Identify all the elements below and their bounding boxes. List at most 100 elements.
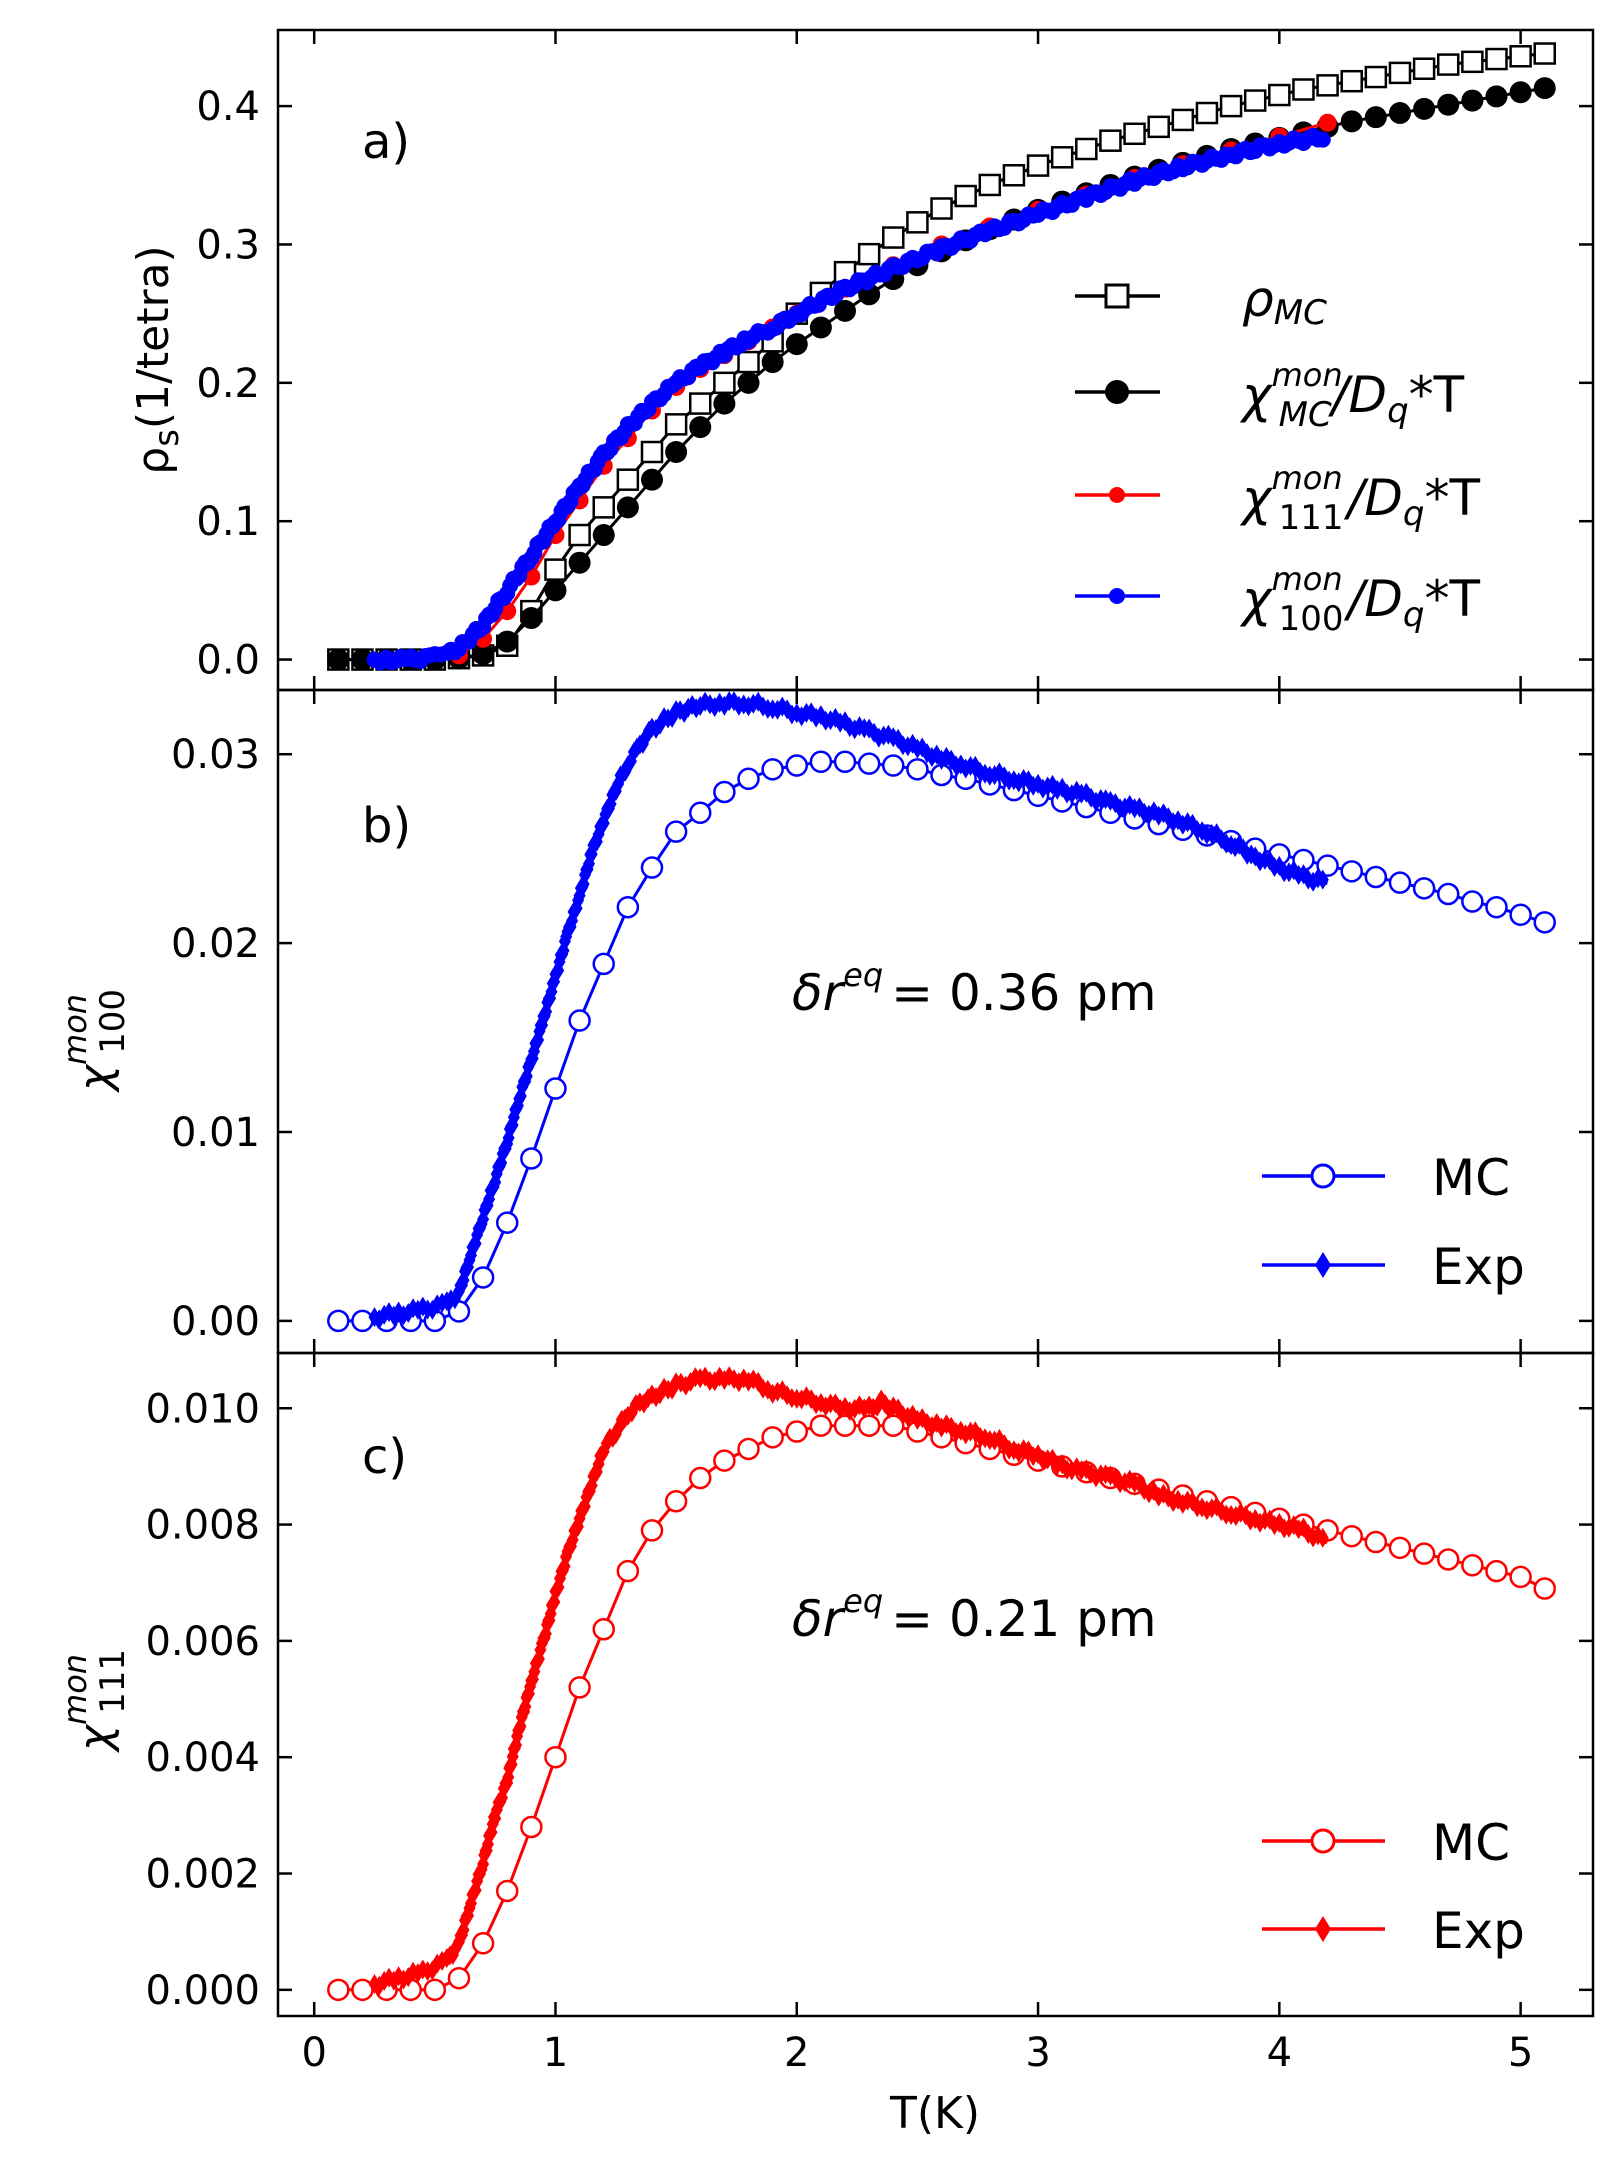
data-point	[737, 350, 760, 374]
data-point	[520, 1815, 543, 1839]
panel-a: 0.0 0.1 0.2 0.3 0.4 a) ρs(1/tetra) ρMC χmon M…	[128, 28, 1595, 692]
data-point	[544, 558, 567, 581]
y-tick-label: 0.0	[196, 638, 260, 684]
data-point	[713, 1449, 736, 1472]
a-series-chi-100-over-dq-t	[366, 127, 1331, 671]
data-point	[544, 579, 567, 602]
data-point	[1364, 106, 1387, 129]
data-point	[1412, 57, 1436, 80]
data-point	[1509, 45, 1532, 68]
data-point	[857, 1414, 881, 1437]
data-point	[1388, 102, 1411, 125]
panel-a-label: a)	[362, 114, 410, 170]
data-point	[882, 754, 905, 777]
data-point	[1388, 1536, 1412, 1560]
panel-c-frame	[276, 1351, 1595, 2018]
panel-a-legend: ρMC χmon MC/Dq*T χmon 111/Dq*T χmon 100/Dq*…	[1075, 270, 1480, 639]
data-point	[1533, 77, 1556, 100]
legend-label-exp: Exp	[1432, 1238, 1525, 1296]
data-point	[1436, 53, 1460, 76]
x-tick-label: 1	[543, 2030, 568, 2076]
y-tick-label: 0.03	[171, 732, 260, 778]
data-point	[1318, 113, 1337, 132]
y-tick-label: 0.008	[145, 1503, 260, 1549]
data-point	[544, 1745, 567, 1769]
legend-label-mc: MC	[1432, 1814, 1510, 1872]
panel-c-legend: MC Exp	[1262, 1814, 1525, 1960]
data-point	[1314, 131, 1331, 148]
data-point	[1436, 1548, 1460, 1571]
data-point	[496, 630, 519, 653]
legend-marker-red-circle	[1109, 487, 1125, 503]
data-point	[737, 371, 760, 394]
legend-entry-chi-111: χmon 111/Dq*T	[1075, 459, 1480, 538]
data-point	[833, 1414, 857, 1437]
data-point	[761, 351, 784, 374]
data-point	[1485, 1559, 1508, 1583]
legend-marker-blue-circle	[1109, 588, 1125, 604]
data-point	[1509, 81, 1532, 104]
panel-c-y-label: χmon111	[56, 1649, 133, 1753]
data-point	[640, 440, 664, 464]
data-point	[447, 1966, 471, 1990]
data-point	[1316, 1527, 1329, 1548]
data-point	[616, 496, 639, 519]
panel-b: 0.00 0.01 0.02 0.03 b) χmon100 δreq = 0.36 p…	[56, 688, 1595, 1355]
panel-b-y-label: χmon100	[56, 989, 133, 1093]
data-point	[688, 801, 712, 825]
data-point	[1316, 74, 1339, 97]
data-point	[1316, 869, 1329, 890]
data-point	[761, 1426, 784, 1449]
data-point	[906, 211, 929, 234]
y-tick-label: 0.002	[145, 1852, 260, 1898]
data-point	[713, 371, 736, 395]
data-point	[1219, 94, 1243, 118]
data-point	[664, 820, 688, 843]
y-tick-label: 0.2	[196, 361, 260, 407]
data-point	[1195, 101, 1219, 125]
y-tick-label: 0.00	[171, 1299, 260, 1345]
data-point	[1364, 65, 1388, 89]
data-point	[1002, 164, 1026, 187]
data-point	[1388, 871, 1412, 894]
data-point	[1388, 61, 1412, 85]
data-point	[495, 1879, 519, 1903]
legend-marker-open-square	[1104, 283, 1130, 309]
data-point	[1437, 93, 1460, 116]
data-point	[327, 1978, 350, 2002]
y-tick-label: 0.01	[171, 1110, 260, 1156]
data-point	[495, 1211, 519, 1234]
data-point	[1340, 110, 1363, 133]
legend-label-rho-mc: ρMC	[1242, 270, 1327, 333]
x-tick-label: 2	[784, 2030, 809, 2076]
data-point	[1436, 882, 1460, 906]
x-tick-label: 0	[301, 2030, 326, 2076]
data-point	[520, 607, 543, 630]
data-point	[568, 523, 591, 547]
legend-entry-mc: MC	[1262, 1814, 1510, 1872]
panel-c-label: c)	[362, 1429, 407, 1485]
data-point	[1412, 1542, 1436, 1565]
data-point	[616, 1559, 640, 1583]
data-point	[1485, 85, 1508, 108]
legend-marker-filled-circle	[1105, 380, 1129, 404]
data-point	[688, 1466, 712, 1490]
data-point	[351, 648, 374, 671]
legend-entry-exp: Exp	[1262, 1238, 1525, 1296]
data-point	[471, 1932, 495, 1955]
data-point	[327, 1309, 350, 1333]
x-tick-label: 5	[1508, 2030, 1533, 2076]
legend-label-chi-100: χmon 100/Dq*T	[1239, 560, 1480, 639]
data-point	[954, 184, 977, 208]
data-point	[1292, 78, 1315, 101]
data-point	[1364, 865, 1388, 889]
data-point	[1533, 42, 1556, 65]
y-tick-label: 0.02	[171, 921, 260, 967]
data-point	[1243, 89, 1267, 112]
legend-entry-rho-mc: ρMC	[1075, 270, 1327, 333]
data-point	[785, 333, 808, 356]
data-point	[1509, 1565, 1532, 1589]
data-point	[592, 952, 615, 976]
data-point	[809, 750, 833, 774]
